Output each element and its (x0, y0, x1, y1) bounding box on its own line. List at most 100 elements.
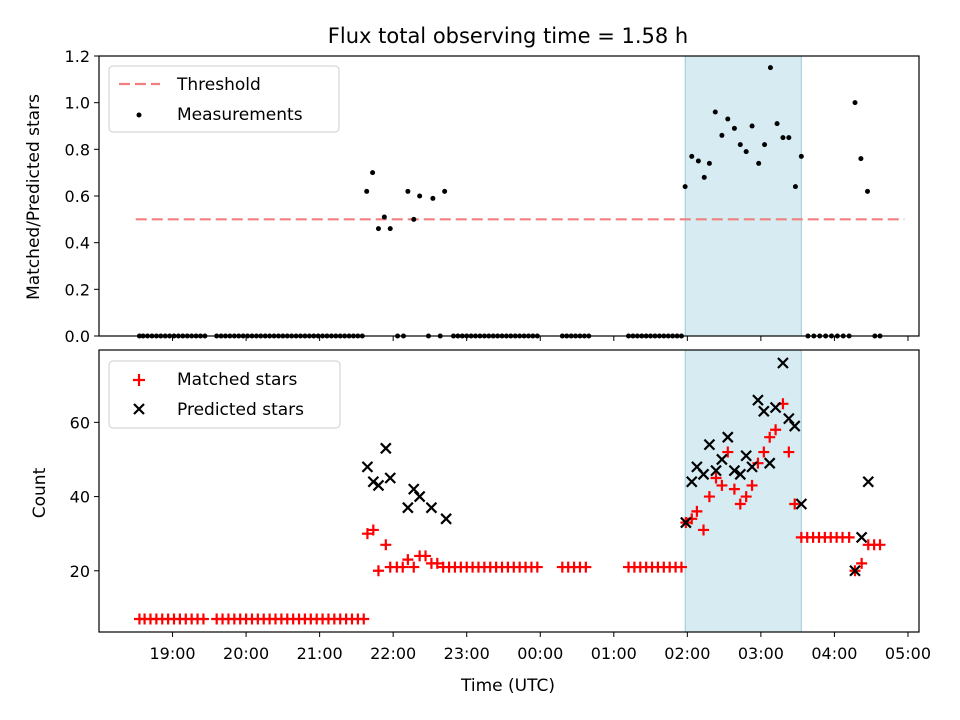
matched-star-point (764, 431, 776, 443)
matched-star-point (420, 550, 432, 562)
x-tick-label: 03:00 (738, 644, 784, 663)
predicted-star-point (728, 464, 741, 477)
predicted-star-point (740, 449, 752, 462)
legend-measurements-label: Measurements (177, 105, 303, 125)
matched-star-point (716, 479, 728, 491)
measurement-point (364, 188, 370, 194)
matched-star-point (740, 491, 752, 503)
x-tick-label: 20:00 (223, 644, 269, 663)
measurement-point (743, 149, 749, 155)
top-shaded-span (684, 55, 802, 337)
measurement-point (865, 188, 871, 194)
measurement-point (762, 142, 768, 148)
measurement-point (405, 188, 411, 194)
predicted-star-point (795, 498, 808, 510)
matched-star-point (746, 479, 758, 491)
matched-star-point (675, 561, 687, 573)
legend-predicted-swatch (133, 403, 145, 415)
x-tick-label: 19:00 (149, 644, 195, 663)
predicted-star-point (769, 401, 782, 414)
measurement-point (852, 100, 858, 106)
measurement-point (701, 174, 707, 180)
top-y-tick-label: 1.2 (65, 47, 90, 66)
chart-title: Flux total observing time = 1.58 h (328, 24, 688, 48)
predicted-star-point (361, 461, 374, 473)
legend-measurements-swatch (136, 112, 142, 118)
x-axis-label: Time (UTC) (460, 676, 555, 696)
top-y-axis: 0.0 0.2 0.4 0.6 0.8 1.0 1.2 (65, 47, 99, 346)
predicted-star-point (685, 475, 698, 488)
measurement-point (370, 170, 376, 176)
predicted-star-point (697, 468, 710, 481)
measurement-point (786, 135, 792, 141)
matched-star-point (358, 613, 370, 625)
measurement-point (442, 188, 448, 194)
predicted-star-point (703, 438, 716, 451)
legend-threshold-label: Threshold (176, 75, 261, 95)
matched-star-point (361, 528, 373, 540)
measurement-point (731, 125, 737, 131)
measurement-point (767, 65, 773, 71)
predicted-star-point (855, 531, 868, 544)
bottom-axes-frame (98, 349, 920, 633)
matched-star-point (380, 539, 392, 551)
predicted-star-point (716, 453, 728, 466)
top-y-tick-label: 0.6 (65, 187, 90, 206)
legend-matched-label: Matched stars (177, 370, 297, 390)
predicted-star-point (722, 431, 734, 443)
matched-star-point (698, 524, 710, 536)
matched-star-point (580, 561, 592, 573)
x-tick-label: 05:00 (885, 644, 931, 663)
matched-star-point (408, 561, 420, 573)
matched-star-point (843, 531, 855, 543)
top-x-ticks (172, 336, 909, 341)
measurement-point (430, 195, 436, 201)
top-y-tick-label: 0.0 (65, 327, 90, 346)
matched-star-point (728, 483, 740, 495)
predicted-star-point (402, 501, 414, 514)
x-tick-label: 23:00 (444, 644, 490, 663)
legend-matched-swatch (133, 374, 145, 386)
matched-star-point (703, 491, 715, 503)
matched-star-point (734, 498, 746, 510)
measurement-point (749, 123, 755, 129)
bottom-y-tick-label: 40 (70, 488, 90, 507)
bottom-shaded-span (684, 349, 802, 633)
top-y-tick-label: 0.2 (65, 280, 90, 299)
x-tick-label: 02:00 (664, 644, 710, 663)
matched-star-point (372, 565, 384, 577)
matched-star-point (397, 561, 409, 573)
top-y-tick-label: 1.0 (65, 94, 90, 113)
matched-star-point (758, 446, 770, 458)
matched-star-point (367, 524, 379, 536)
predicted-star-point (788, 420, 801, 432)
measurement-point (695, 158, 701, 164)
measurement-point (737, 142, 743, 148)
matched-star-point (431, 557, 443, 569)
predicted-star-point (862, 475, 875, 488)
bottom-y-tick-label: 60 (70, 413, 90, 432)
predicted-stars-series (361, 357, 875, 577)
predicted-star-point (763, 457, 776, 469)
predicted-star-point (384, 472, 397, 484)
bottom-panel: 20 40 60 19:00 20:00 21:00 22:00 23:00 00:00 01:… (30, 349, 931, 696)
measurement-point (387, 226, 393, 232)
x-tick-label: 04:00 (811, 644, 857, 663)
predicted-star-point (680, 516, 692, 529)
predicted-star-point (710, 464, 722, 477)
top-y-tick-label: 0.8 (65, 140, 90, 159)
predicted-star-point (372, 479, 385, 492)
matched-star-point (691, 505, 703, 517)
measurement-point (780, 135, 786, 141)
measurement-point (381, 214, 387, 220)
matched-star-point (856, 557, 868, 569)
measurement-point (774, 121, 780, 127)
x-tick-label: 22:00 (370, 644, 416, 663)
measurement-point (417, 193, 423, 199)
x-tick-label: 21:00 (297, 644, 343, 663)
x-tick-label: 00:00 (517, 644, 563, 663)
measurement-point (725, 116, 731, 122)
predicted-star-point (734, 468, 747, 481)
matched-star-point (722, 446, 734, 458)
predicted-star-point (413, 490, 426, 503)
